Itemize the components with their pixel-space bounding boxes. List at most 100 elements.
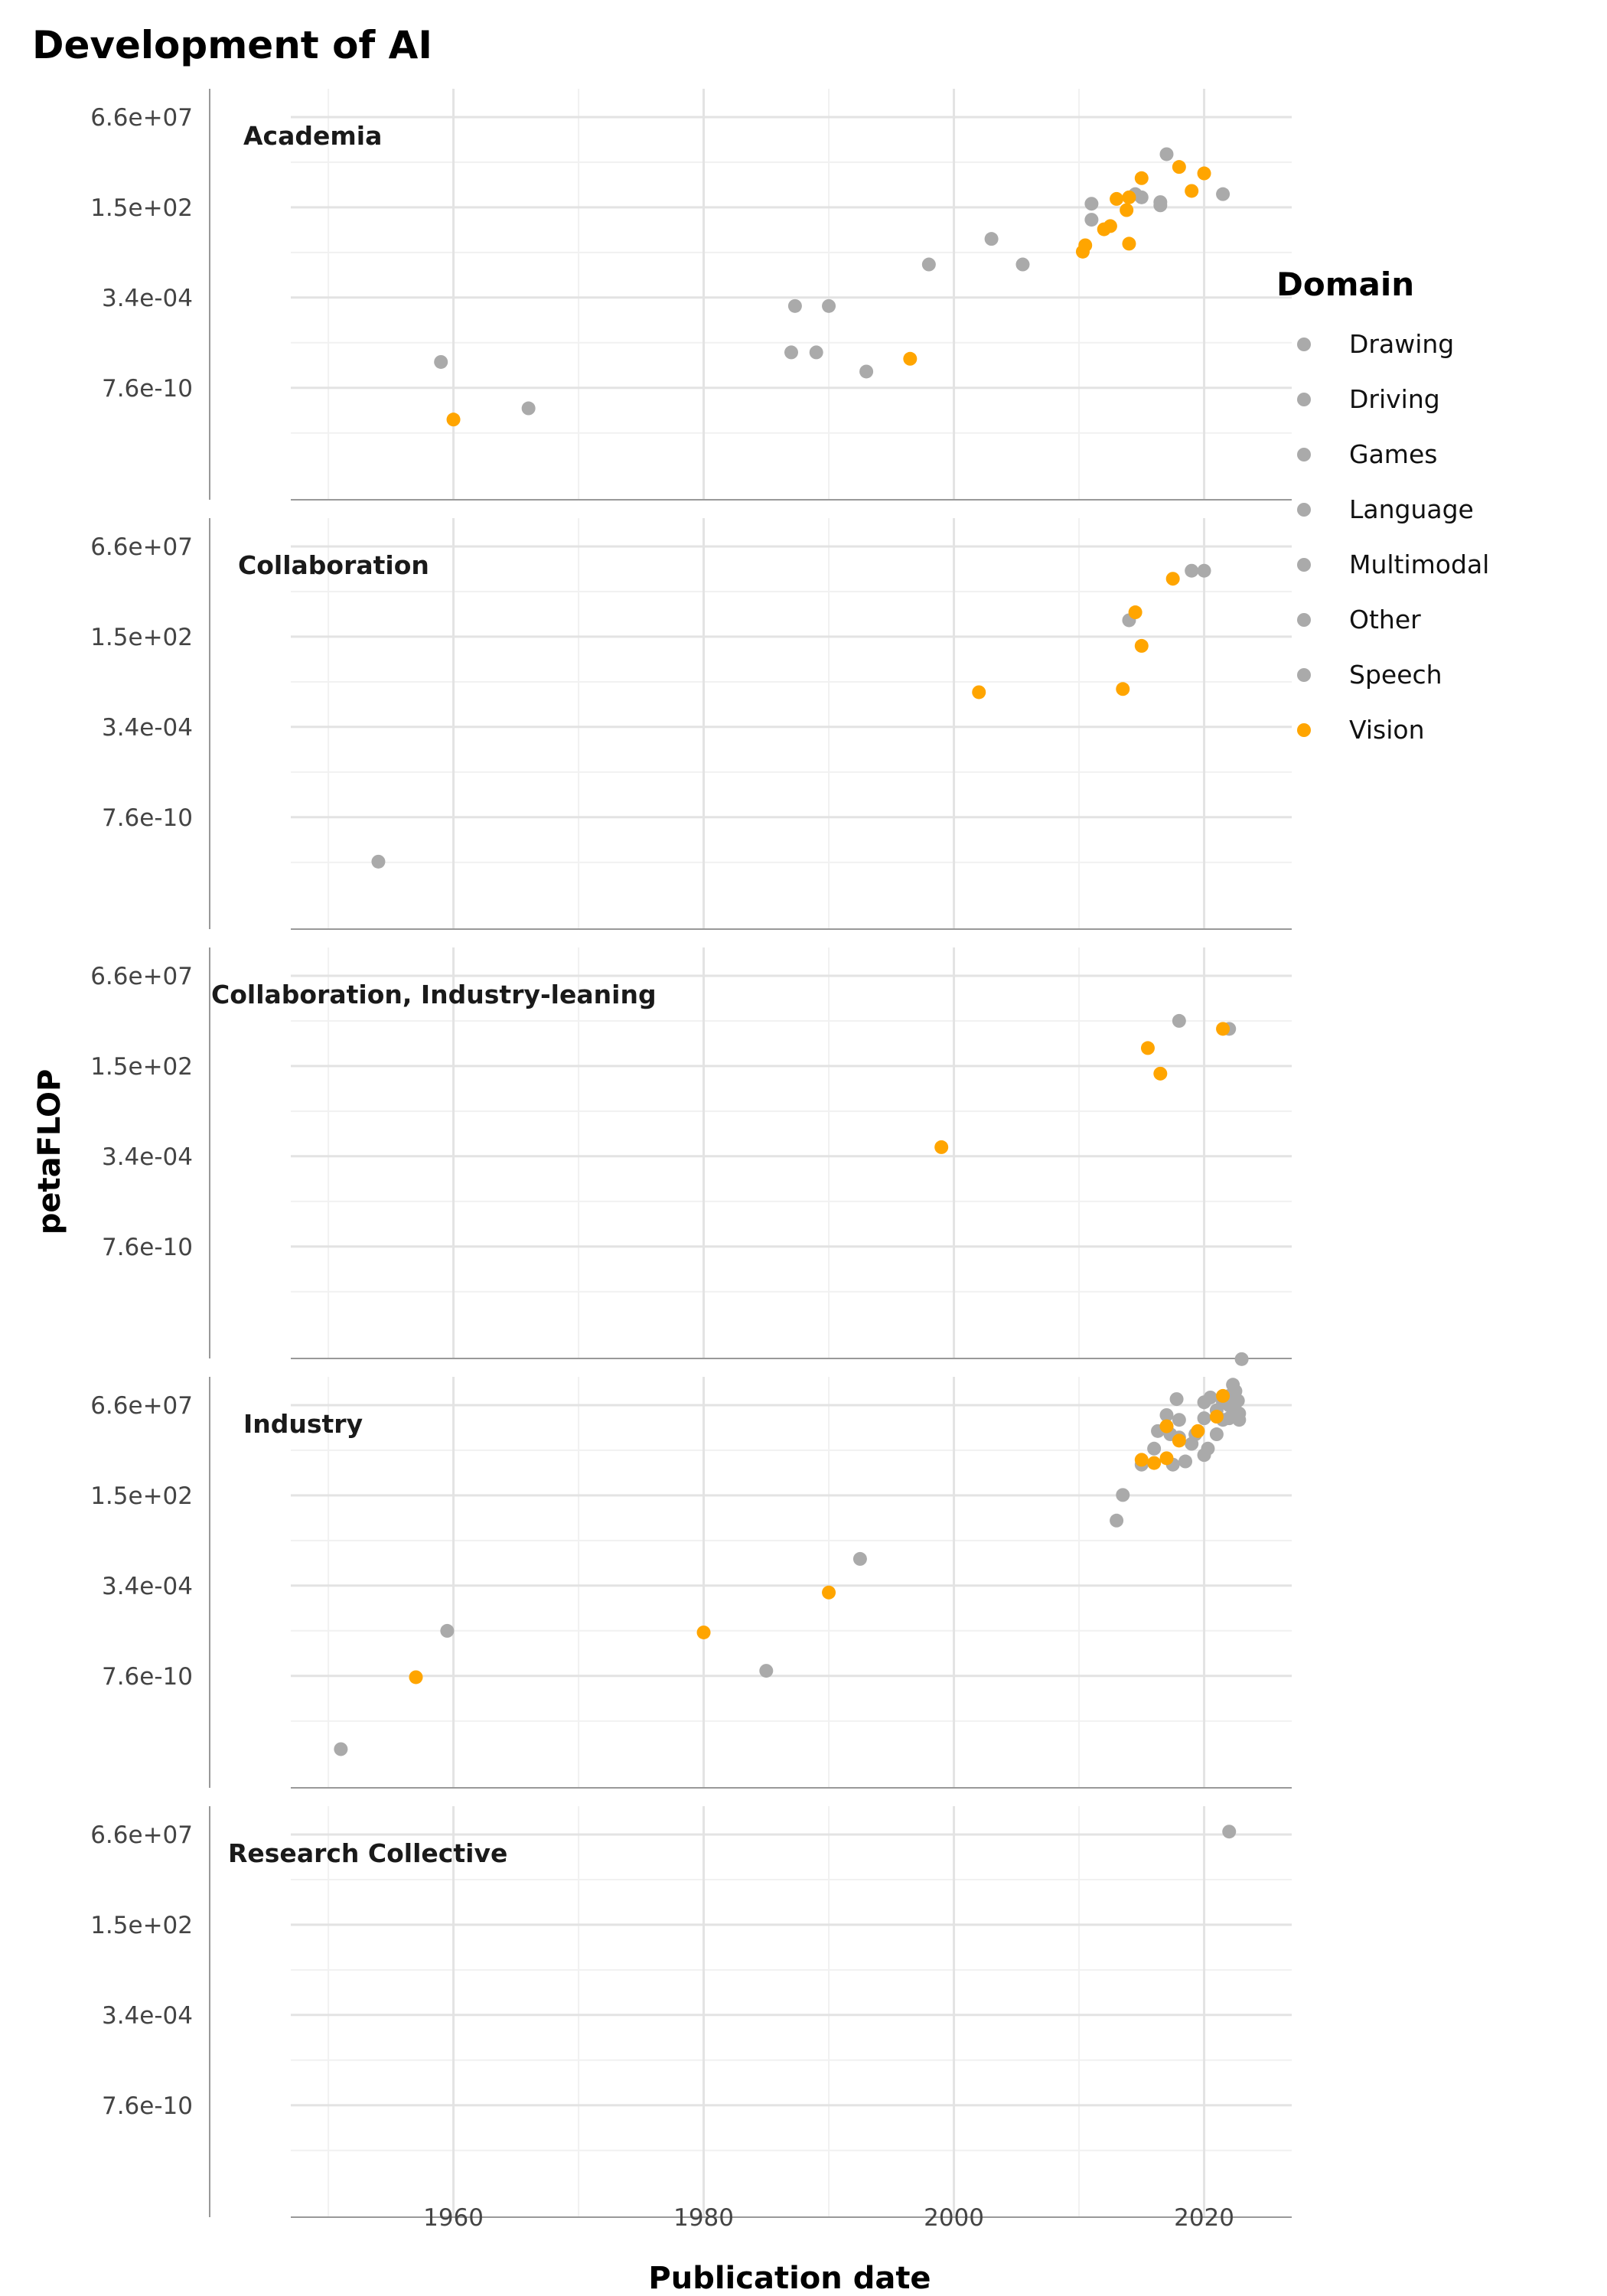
facet-label: Research Collective (228, 1838, 507, 1868)
vision-data-point (1209, 1410, 1224, 1424)
legend-swatch (1297, 613, 1311, 627)
legend-entry: Drawing (1349, 329, 1454, 359)
y-tick-label: 7.6e-10 (102, 375, 193, 403)
legend-entry: Language (1349, 494, 1474, 524)
data-point (1169, 1392, 1184, 1407)
data-point (334, 1742, 348, 1756)
legend-swatch (1297, 338, 1311, 351)
data-point (1203, 1390, 1217, 1404)
facet-panel: 7.6e-10 3.4e-04 1.5e+02 6.6e+07 Industry (90, 1352, 1292, 1789)
vision-data-point (1159, 1419, 1174, 1433)
y-tick-label: 7.6e-10 (102, 1663, 193, 1691)
data-point (521, 401, 536, 416)
data-point (1234, 1352, 1249, 1366)
data-point (1159, 1407, 1174, 1422)
data-point (1185, 563, 1199, 578)
vision-data-point (1122, 190, 1136, 204)
vision-data-point (972, 685, 986, 700)
facet-label: Academia (243, 121, 382, 151)
vision-data-point (1078, 238, 1093, 253)
y-tick-label: 6.6e+07 (90, 1821, 193, 1849)
data-point (809, 345, 823, 360)
legend-swatch (1297, 448, 1311, 461)
vision-data-point (1165, 572, 1180, 586)
vision-data-point (1147, 1456, 1162, 1470)
facet-panel: 7.6e-10 3.4e-04 1.5e+02 6.6e+07 Academia (90, 89, 1292, 501)
y-tick-label: 3.4e-04 (102, 714, 193, 742)
legend-entry: Other (1349, 605, 1421, 634)
data-point (1084, 197, 1099, 211)
legend-entry: Multimodal (1349, 550, 1489, 579)
data-point (859, 364, 874, 379)
data-point (1231, 1394, 1245, 1408)
vision-data-point (1216, 1388, 1231, 1403)
y-tick-label: 3.4e-04 (102, 2002, 193, 2030)
data-point (1147, 1441, 1162, 1456)
y-tick-label: 3.4e-04 (102, 1573, 193, 1600)
data-point (1172, 1413, 1186, 1427)
vision-data-point (1128, 605, 1143, 620)
y-tick-label: 6.6e+07 (90, 1392, 193, 1420)
facet-panels: 7.6e-10 3.4e-04 1.5e+02 6.6e+07 Academia 7.6e… (90, 89, 1292, 2218)
data-point (852, 1551, 867, 1566)
legend-entry: Vision (1349, 715, 1424, 745)
vision-data-point (1172, 1433, 1186, 1448)
x-axis-label: Publication date (648, 2261, 931, 2296)
legend-entry: Speech (1349, 660, 1442, 690)
vision-data-point (1103, 219, 1117, 233)
data-point (1216, 187, 1231, 201)
facet-panel: 7.6e-10 3.4e-04 1.5e+02 6.6e+07 Collaboratio… (90, 947, 1292, 1359)
vision-data-point (1134, 1453, 1149, 1467)
legend-swatch (1297, 723, 1311, 737)
data-point (1116, 1488, 1130, 1502)
y-tick-label: 1.5e+02 (90, 1053, 193, 1081)
y-tick-label: 6.6e+07 (90, 533, 193, 561)
vision-data-point (1185, 184, 1199, 198)
data-point (921, 257, 936, 272)
data-point (371, 854, 386, 869)
facet-label: Collaboration (238, 550, 429, 580)
y-tick-label: 7.6e-10 (102, 2092, 193, 2120)
facet-label: Industry (243, 1409, 363, 1439)
vision-data-point (1216, 1022, 1231, 1036)
legend: Domain Drawing Driving Games Language Multimo… (1276, 266, 1489, 745)
data-point (434, 354, 448, 369)
data-point (1222, 1825, 1237, 1839)
facet-panel: 7.6e-10 3.4e-04 1.5e+02 6.6e+07 Collaboratio… (90, 518, 1292, 930)
y-tick-label: 3.4e-04 (102, 285, 193, 312)
data-point (1178, 1454, 1193, 1469)
legend-swatch (1297, 393, 1311, 406)
legend-entry: Driving (1349, 384, 1440, 414)
x-tick-label: 2000 (924, 2204, 984, 2232)
x-axis: 1960 1980 2000 2020 (423, 2204, 1234, 2232)
x-tick-label: 1960 (423, 2204, 484, 2232)
data-point (1153, 195, 1168, 210)
data-point (984, 232, 999, 246)
vision-data-point (409, 1670, 423, 1684)
vision-data-point (1159, 1451, 1174, 1466)
data-point (787, 298, 802, 313)
data-point (1159, 147, 1174, 161)
vision-data-point (1134, 171, 1149, 185)
vision-data-point (696, 1625, 711, 1639)
data-point (1015, 257, 1030, 272)
vision-data-point (1110, 191, 1124, 206)
vision-data-point (1120, 203, 1134, 217)
data-point (1110, 1513, 1124, 1528)
vision-data-point (934, 1140, 949, 1154)
vision-data-point (1172, 160, 1186, 174)
data-point (784, 345, 798, 360)
y-axis-label: petaFLOP (32, 1069, 67, 1235)
y-tick-label: 6.6e+07 (90, 963, 193, 990)
data-point (1197, 563, 1211, 578)
data-point (440, 1623, 455, 1638)
vision-data-point (1153, 1066, 1168, 1081)
vision-data-point (446, 413, 461, 427)
y-tick-label: 1.5e+02 (90, 1482, 193, 1510)
vision-data-point (1191, 1424, 1205, 1438)
data-point (1084, 213, 1099, 227)
facet-label: Collaboration, Industry-leaning (211, 980, 657, 1009)
data-point (1134, 190, 1149, 204)
vision-data-point (1122, 236, 1136, 251)
